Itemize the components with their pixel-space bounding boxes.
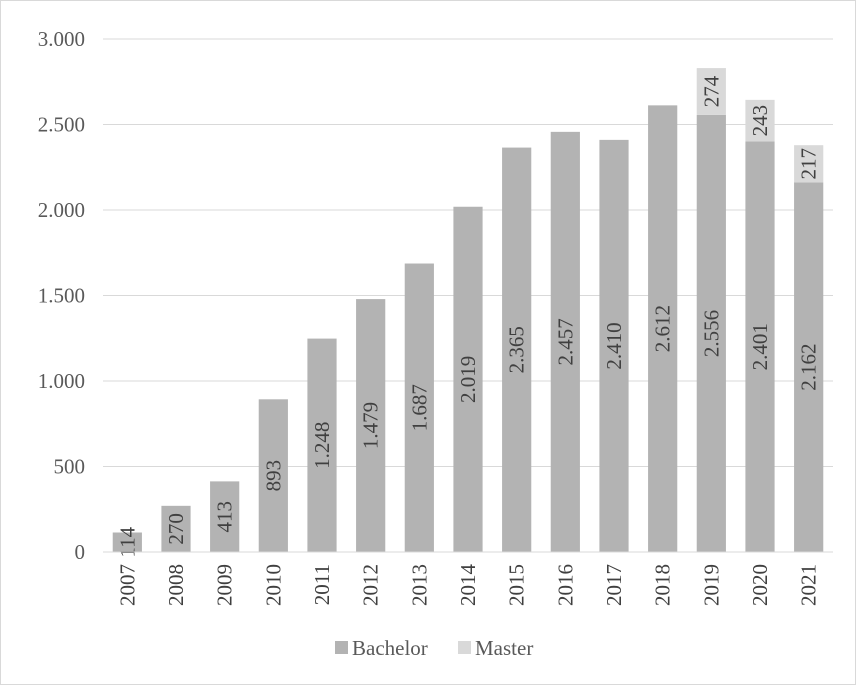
bar-bachelor <box>648 105 678 553</box>
data-label: 893 <box>261 460 285 492</box>
data-label: 243 <box>748 105 772 137</box>
y-tick-label: 2.000 <box>38 198 85 222</box>
bar-bachelor <box>745 141 775 552</box>
y-tick-label: 2.500 <box>38 113 85 137</box>
x-tick-label: 2012 <box>359 564 383 606</box>
legend-label-master: Master <box>475 636 533 660</box>
x-axis: 2007 2008 2009 2010 2011 2012 2013 2014 2015 2016… <box>103 551 833 607</box>
bar-bachelor <box>307 338 337 552</box>
legend-swatch-master <box>458 641 471 654</box>
legend: Bachelor Master <box>335 636 533 660</box>
data-label: 274 <box>699 75 723 107</box>
y-tick-label: 1.500 <box>38 284 85 308</box>
x-tick-label: 2009 <box>213 564 237 606</box>
data-label: 1.687 <box>407 384 431 431</box>
x-tick-label: 2019 <box>699 564 723 606</box>
bar-bachelor <box>502 147 532 552</box>
data-label: 270 <box>164 513 188 545</box>
data-label: 1.248 <box>310 422 334 469</box>
data-label: 2.401 <box>748 323 772 370</box>
data-label: 2.019 <box>456 356 480 403</box>
bar-bachelor <box>599 139 629 552</box>
legend-swatch-bachelor <box>335 641 348 654</box>
data-label: 114 <box>115 526 139 557</box>
data-label: 2.365 <box>505 326 529 373</box>
x-tick-label: 2015 <box>505 564 529 606</box>
y-tick-label: 1.000 <box>38 369 85 393</box>
bar-master <box>794 145 824 183</box>
data-label: 217 <box>797 148 821 180</box>
data-label: 2.457 <box>553 318 577 365</box>
data-label: 2.162 <box>797 344 821 391</box>
bars <box>112 68 824 553</box>
bar-bachelor <box>404 263 434 552</box>
bar-bachelor <box>794 182 824 552</box>
data-label: 2.556 <box>699 310 723 357</box>
data-label: 413 <box>213 501 237 533</box>
y-axis: 0 500 1.000 1.500 2.000 2.500 3.000 <box>38 27 85 564</box>
x-tick-label: 2021 <box>797 564 821 606</box>
bar-bachelor <box>453 206 483 552</box>
y-tick-label: 0 <box>75 540 86 564</box>
x-tick-label: 2014 <box>456 564 480 607</box>
x-tick-label: 2008 <box>164 564 188 606</box>
data-label: 1.479 <box>359 402 383 449</box>
x-tick-label: 2016 <box>553 564 577 606</box>
data-label: 2.410 <box>602 322 626 369</box>
bar-bachelor <box>356 299 386 552</box>
x-tick-label: 2020 <box>748 564 772 606</box>
bar-bachelor <box>258 399 288 552</box>
x-tick-label: 2017 <box>602 564 626 606</box>
data-label: 2.612 <box>651 305 675 352</box>
x-tick-label: 2011 <box>310 564 334 605</box>
bar-master <box>696 68 726 115</box>
legend-label-bachelor: Bachelor <box>352 636 428 660</box>
bar-bachelor <box>696 114 726 552</box>
bar-bachelor <box>210 481 240 552</box>
bar-master <box>745 99 775 142</box>
bar-bachelor <box>112 532 142 552</box>
x-tick-label: 2013 <box>407 564 431 606</box>
x-tick-label: 2010 <box>261 564 285 606</box>
bar-bachelor <box>161 505 191 552</box>
y-tick-label: 3.000 <box>38 27 85 51</box>
x-tick-label: 2018 <box>651 564 675 606</box>
data-labels: 114 270 413 893 1.248 1.479 1.687 2.019 2.365 2.4… <box>115 75 820 557</box>
bar-bachelor <box>550 131 580 552</box>
x-tick-label: 2007 <box>115 564 139 606</box>
y-tick-label: 500 <box>54 455 86 479</box>
